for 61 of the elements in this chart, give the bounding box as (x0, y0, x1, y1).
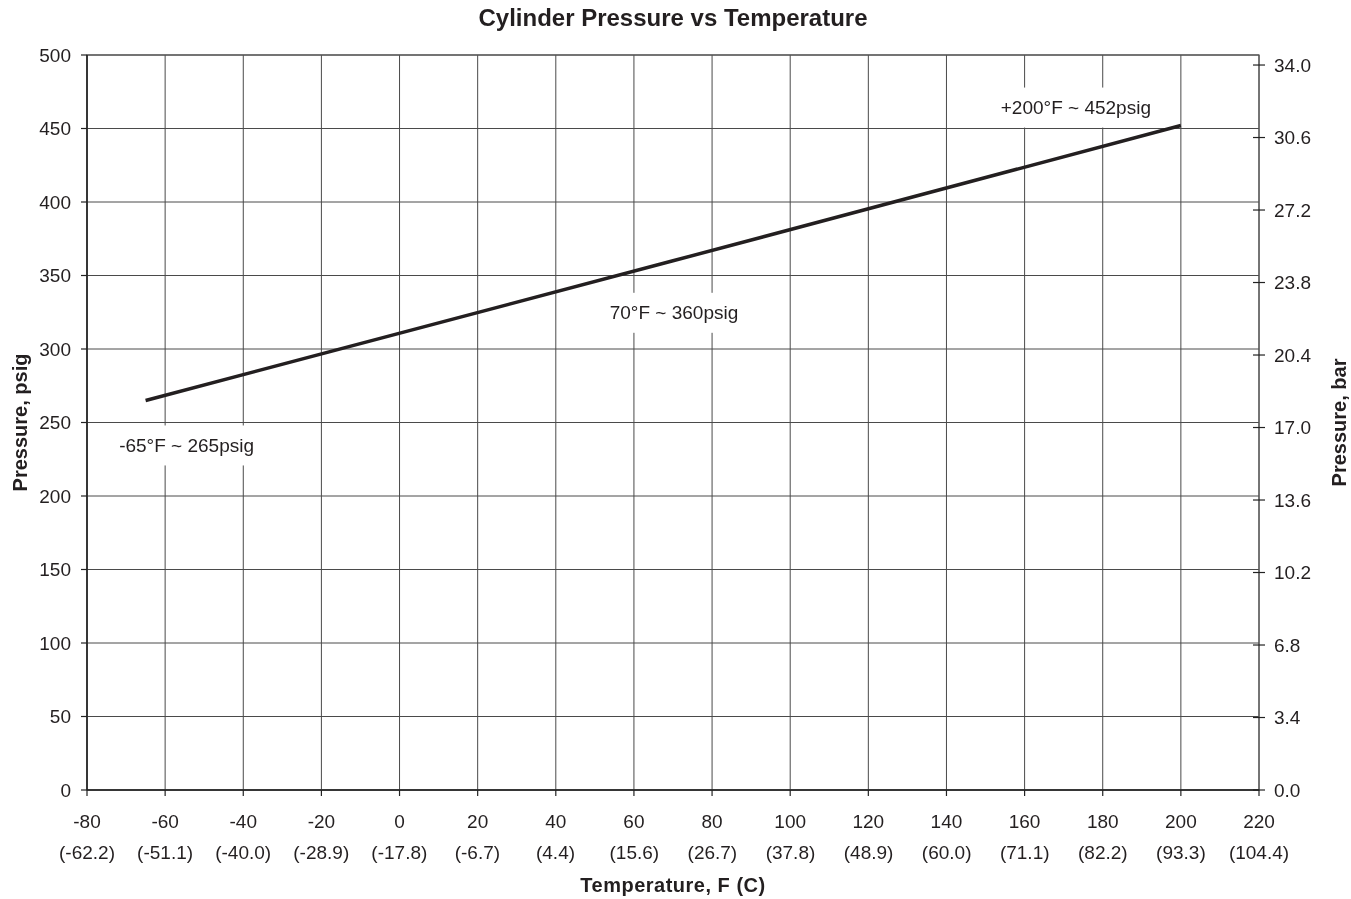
x2-tick-label: (-6.7) (454, 842, 501, 863)
x2-tick-label: (104.4) (1228, 842, 1290, 863)
x-tick-label: 180 (1086, 811, 1119, 832)
x2-tick-label: (71.1) (999, 842, 1050, 863)
x-tick-label: 80 (701, 811, 723, 832)
x2-tick-label: (-40.0) (215, 842, 272, 863)
y2-tick-label: 13.6 (1274, 489, 1311, 511)
x-tick-label: 200 (1165, 811, 1197, 832)
y-tick-label: 300 (39, 338, 71, 360)
y-tick-label: 450 (39, 118, 71, 140)
x2-tick-label: (15.6) (609, 842, 660, 863)
x2-tick-label: (82.2) (1078, 842, 1128, 863)
annotation: +200°F ~ 452psig (1000, 97, 1151, 119)
x-tick-label: -60 (151, 811, 179, 832)
y-tick-label: 400 (39, 191, 71, 213)
x2-tick-label: (37.8) (765, 842, 816, 863)
x-tick-label: 60 (623, 811, 645, 832)
y-tick-label: 250 (39, 412, 71, 434)
y-tick-label: 350 (39, 265, 71, 287)
y2-tick-label: 27.2 (1274, 199, 1311, 221)
x-axis-title: Temperature, F (C) (580, 874, 766, 896)
y-tick-label: 500 (39, 44, 71, 66)
x2-tick-label: (-17.8) (371, 842, 428, 863)
x-tick-label: -40 (229, 811, 257, 832)
y2-tick-label: 3.4 (1274, 707, 1301, 729)
annotation: -65°F ~ 265psig (119, 435, 255, 457)
x-tick-label: 100 (774, 811, 807, 832)
x2-tick-label: (60.0) (921, 842, 972, 863)
x-tick-label: 140 (930, 811, 963, 832)
x-tick-label: -20 (307, 811, 336, 832)
x-tick-label: 20 (467, 811, 489, 832)
y2-axis-title: Pressure, bar (1328, 358, 1350, 487)
x-tick-label: 0 (394, 811, 405, 832)
y-tick-label: 150 (39, 559, 71, 581)
x2-tick-label: (-51.1) (137, 842, 194, 863)
x-tick-label: 160 (1008, 811, 1041, 832)
x2-tick-label: (4.4) (535, 842, 576, 863)
x-tick-label: 220 (1243, 811, 1275, 832)
y2-tick-label: 17.0 (1274, 417, 1311, 439)
x2-tick-label: (93.3) (1156, 842, 1206, 863)
x-tick-label: 40 (545, 811, 567, 832)
y2-tick-label: 0.0 (1274, 779, 1301, 801)
x2-tick-label: (26.7) (687, 842, 738, 863)
y2-tick-label: 6.8 (1274, 634, 1301, 656)
annotation: 70°F ~ 360psig (609, 302, 739, 324)
x-tick-label: -80 (73, 811, 101, 832)
x2-tick-label: (48.9) (843, 842, 894, 863)
y2-tick-label: 23.8 (1274, 272, 1311, 294)
y-tick-label: 50 (49, 706, 71, 728)
x-tick-label: 120 (852, 811, 885, 832)
x2-tick-label: (-62.2) (59, 842, 115, 863)
y-tick-label: 100 (39, 632, 71, 654)
y-tick-label: 200 (39, 485, 71, 507)
y2-tick-label: 34.0 (1274, 54, 1311, 76)
y-tick-label: 0 (60, 779, 71, 801)
y2-tick-label: 10.2 (1274, 562, 1311, 584)
y2-tick-label: 30.6 (1274, 127, 1311, 149)
chart-title: Cylinder Pressure vs Temperature (478, 4, 868, 31)
y-axis-title: Pressure, psig (9, 353, 31, 492)
y2-tick-label: 20.4 (1274, 344, 1312, 366)
x2-tick-label: (-28.9) (293, 842, 350, 863)
